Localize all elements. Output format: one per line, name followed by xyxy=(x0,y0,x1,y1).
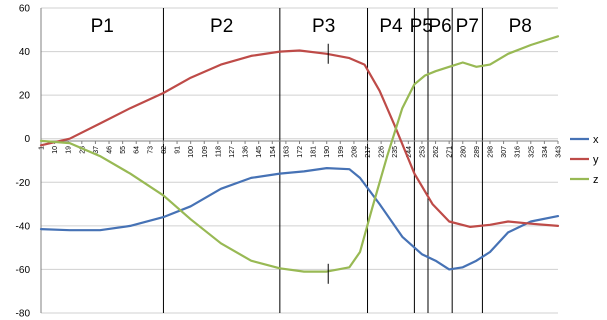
y-tick-label: -60 xyxy=(16,265,31,276)
x-tick-label: 172 xyxy=(297,146,304,158)
x-tick-label: 343 xyxy=(556,146,563,158)
legend-label-z: z xyxy=(593,174,599,186)
x-tick-label: 10 xyxy=(52,146,59,154)
phase-label: P5 xyxy=(410,16,433,37)
x-tick-label: 73 xyxy=(147,146,154,154)
series-line-y xyxy=(39,49,560,228)
x-tick-label: 316 xyxy=(515,146,522,158)
x-tick-label: 163 xyxy=(283,146,290,158)
x-tick-label: 109 xyxy=(202,146,209,158)
x-tick-label: 82 xyxy=(161,146,168,154)
x-tick-label: 100 xyxy=(188,146,195,158)
y-tick-label: 0 xyxy=(24,134,30,145)
x-axis: 1 10 19 28 37 46 55 64 73 82 91 100 109 118 127 136 145 1… xyxy=(39,140,563,158)
phase-label: P2 xyxy=(210,16,233,37)
x-tick-label: 37 xyxy=(93,146,100,154)
x-tick-label: 46 xyxy=(107,146,114,154)
x-tick-label: 1 xyxy=(39,146,46,150)
x-tick-label: 244 xyxy=(406,146,413,158)
x-tick-label: 334 xyxy=(542,146,549,158)
x-tick-label: 298 xyxy=(487,146,494,158)
x-tick-label: 127 xyxy=(229,146,236,158)
phase-label: P1 xyxy=(91,16,114,37)
x-tick-label: 91 xyxy=(175,146,182,154)
phase-label: P8 xyxy=(509,16,532,37)
x-tick-label: 55 xyxy=(120,146,127,154)
x-tick-label: 19 xyxy=(66,146,73,154)
x-tick-label: 208 xyxy=(351,146,358,158)
x-tick-label: 64 xyxy=(134,146,141,154)
x-tick-label: 280 xyxy=(460,146,467,158)
phase-label: P6 xyxy=(428,16,451,37)
phase-label: P7 xyxy=(456,16,479,37)
x-tick-label: 136 xyxy=(243,146,250,158)
y-tick-label: 40 xyxy=(19,47,31,58)
y-tick-label: 60 xyxy=(19,4,31,15)
x-tick-label: 289 xyxy=(474,146,481,158)
series-lines xyxy=(39,35,560,273)
x-tick-label: 199 xyxy=(338,146,345,158)
y-tick-label: -20 xyxy=(16,178,31,189)
x-tick-label: 190 xyxy=(324,146,331,158)
legend: xyz xyxy=(570,134,599,186)
x-tick-label: 262 xyxy=(433,146,440,158)
gridlines xyxy=(41,7,558,314)
x-tick-label: 253 xyxy=(419,146,426,158)
x-tick-label: 145 xyxy=(256,146,263,158)
y-tick-label: 20 xyxy=(19,91,31,102)
y-tick-label: -40 xyxy=(16,221,31,232)
x-tick-label: 217 xyxy=(365,146,372,158)
phase-label: P3 xyxy=(312,16,335,37)
phase-label: P4 xyxy=(379,16,403,37)
x-tick-label: 154 xyxy=(270,146,277,158)
x-tick-label: 235 xyxy=(392,146,399,158)
series-line-z xyxy=(39,35,560,273)
x-tick-label: 271 xyxy=(447,146,454,158)
x-tick-label: 118 xyxy=(215,146,222,157)
legend-label-y: y xyxy=(593,154,599,166)
x-tick-label: 307 xyxy=(501,146,508,158)
x-tick-label: 325 xyxy=(528,146,535,158)
x-tick-label: 226 xyxy=(379,146,386,158)
x-tick-label: 181 xyxy=(311,146,318,158)
phase-dividers xyxy=(162,8,483,313)
y-axis: 60 40 20 0 -20 -40 -60 -80 xyxy=(16,4,42,320)
series-line-x xyxy=(39,167,560,271)
legend-label-x: x xyxy=(593,134,599,146)
y-tick-label: -80 xyxy=(16,309,31,320)
